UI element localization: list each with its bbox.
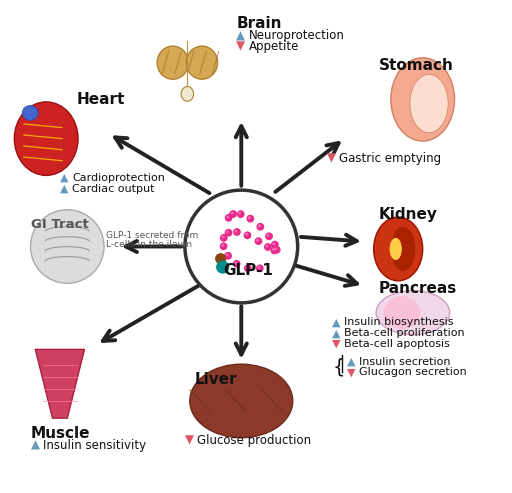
Circle shape xyxy=(258,266,260,268)
Text: Neuroprotection: Neuroprotection xyxy=(249,29,345,42)
Circle shape xyxy=(266,245,268,247)
Ellipse shape xyxy=(390,238,402,260)
Circle shape xyxy=(247,215,253,222)
Text: Gastric emptying: Gastric emptying xyxy=(339,152,441,165)
Ellipse shape xyxy=(23,106,38,120)
Text: ▲: ▲ xyxy=(237,29,245,42)
Text: Brain: Brain xyxy=(237,16,282,31)
Circle shape xyxy=(233,229,240,235)
Text: Stomach: Stomach xyxy=(378,58,454,72)
Ellipse shape xyxy=(410,74,448,133)
Ellipse shape xyxy=(383,296,420,329)
Circle shape xyxy=(235,230,237,232)
Circle shape xyxy=(257,265,263,272)
Ellipse shape xyxy=(186,46,218,79)
Circle shape xyxy=(225,252,231,259)
Circle shape xyxy=(227,231,228,233)
Circle shape xyxy=(275,248,277,250)
Circle shape xyxy=(238,211,244,217)
Circle shape xyxy=(259,225,260,227)
Circle shape xyxy=(273,246,280,253)
Text: L-cells in the ileum: L-cells in the ileum xyxy=(106,240,193,249)
Circle shape xyxy=(233,261,240,267)
Ellipse shape xyxy=(14,102,78,176)
Circle shape xyxy=(272,248,274,250)
Circle shape xyxy=(225,214,232,221)
Text: Appetite: Appetite xyxy=(249,40,299,53)
Circle shape xyxy=(265,244,271,250)
Circle shape xyxy=(271,247,278,253)
Text: Heart: Heart xyxy=(77,92,125,107)
Circle shape xyxy=(248,217,250,219)
Text: Insulin biosynthesis: Insulin biosynthesis xyxy=(344,317,454,327)
Text: Insulin sensitivity: Insulin sensitivity xyxy=(43,439,146,452)
Circle shape xyxy=(266,233,272,240)
Circle shape xyxy=(239,212,241,214)
Ellipse shape xyxy=(157,46,188,79)
Circle shape xyxy=(221,235,227,241)
Circle shape xyxy=(245,265,251,272)
Circle shape xyxy=(255,238,262,245)
Text: Muscle: Muscle xyxy=(31,426,90,441)
Text: ▼: ▼ xyxy=(332,339,340,349)
Text: Cardiac output: Cardiac output xyxy=(72,184,155,194)
Circle shape xyxy=(222,236,224,238)
Text: Liver: Liver xyxy=(195,372,238,387)
Ellipse shape xyxy=(374,217,423,281)
Circle shape xyxy=(222,245,224,246)
Polygon shape xyxy=(35,350,84,418)
Circle shape xyxy=(257,223,264,230)
Ellipse shape xyxy=(31,210,104,283)
Text: Pancreas: Pancreas xyxy=(378,281,457,296)
Text: ▼: ▼ xyxy=(347,367,355,378)
Circle shape xyxy=(185,190,297,303)
Circle shape xyxy=(220,243,227,249)
Text: ▲: ▲ xyxy=(60,184,69,194)
Circle shape xyxy=(227,216,229,218)
Text: ▲: ▲ xyxy=(60,173,69,183)
Text: Cardioprotection: Cardioprotection xyxy=(72,173,165,183)
Circle shape xyxy=(230,211,236,217)
Text: Beta-cell proliferation: Beta-cell proliferation xyxy=(344,328,465,338)
Circle shape xyxy=(244,232,251,239)
Circle shape xyxy=(246,233,247,235)
Circle shape xyxy=(267,234,269,236)
Text: ▼: ▼ xyxy=(237,40,245,53)
Ellipse shape xyxy=(190,364,293,438)
Text: Glucagon secretion: Glucagon secretion xyxy=(359,367,467,378)
Text: {: { xyxy=(332,357,345,376)
Text: GI Tract: GI Tract xyxy=(31,218,89,231)
Circle shape xyxy=(234,262,237,264)
Text: ▲: ▲ xyxy=(332,328,340,338)
Circle shape xyxy=(272,242,278,248)
Text: GLP-1 secreted from: GLP-1 secreted from xyxy=(106,231,199,240)
Circle shape xyxy=(273,243,275,245)
Circle shape xyxy=(225,230,232,236)
Circle shape xyxy=(257,239,259,241)
Text: ▲: ▲ xyxy=(347,357,355,367)
Ellipse shape xyxy=(391,227,415,271)
Text: ▼: ▼ xyxy=(327,152,336,165)
Circle shape xyxy=(231,212,233,214)
Text: ▲: ▲ xyxy=(31,439,39,452)
Circle shape xyxy=(246,266,248,268)
Circle shape xyxy=(216,254,226,264)
Ellipse shape xyxy=(376,290,450,335)
Text: Kidney: Kidney xyxy=(378,207,437,222)
Text: ▲: ▲ xyxy=(332,317,340,327)
Text: Insulin secretion: Insulin secretion xyxy=(359,357,451,367)
Text: ▼: ▼ xyxy=(185,434,194,447)
Ellipse shape xyxy=(181,87,194,101)
Text: Glucose production: Glucose production xyxy=(197,434,311,447)
Text: Beta-cell apoptosis: Beta-cell apoptosis xyxy=(344,339,450,349)
Circle shape xyxy=(226,254,228,256)
Ellipse shape xyxy=(391,58,455,141)
Text: GLP-1: GLP-1 xyxy=(224,263,273,278)
Circle shape xyxy=(217,261,228,273)
